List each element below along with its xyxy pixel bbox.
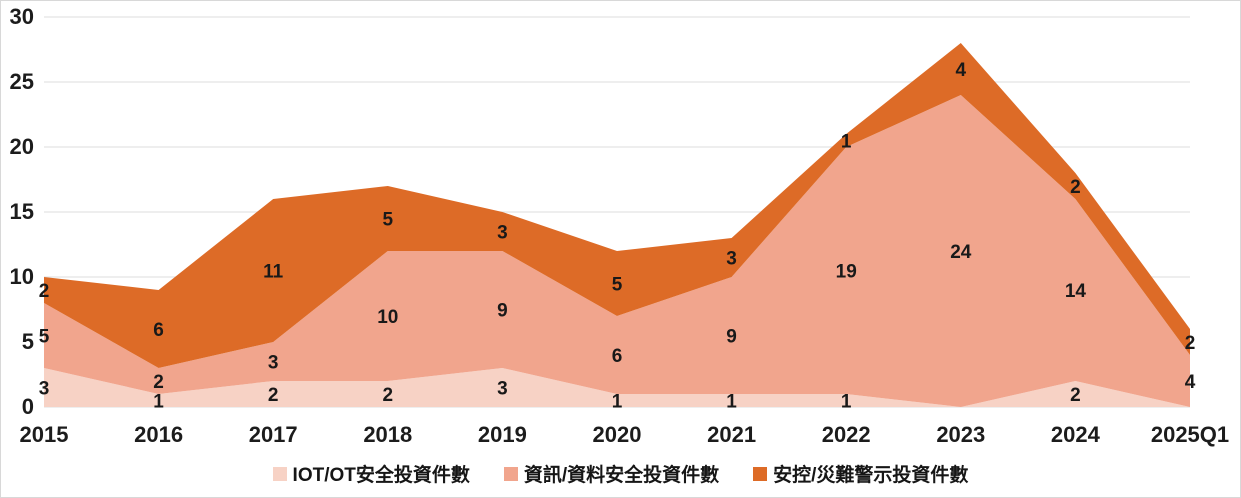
data-label-series-2-2023: 4 <box>956 60 967 81</box>
data-label-series-0-2017: 2 <box>268 385 279 406</box>
area-series-1 <box>44 95 1190 407</box>
legend-label: 安控/災難警示投資件數 <box>773 465 969 486</box>
area-series-2 <box>44 43 1190 368</box>
legend-item-2: 安控/災難警示投資件數 <box>753 460 968 487</box>
x-category-label-2019: 2019 <box>477 422 527 447</box>
data-label-series-0-2016: 1 <box>153 392 164 413</box>
legend-label: IOT/OT安全投資件數 <box>292 465 470 486</box>
y-tick-label-20: 20 <box>9 134 34 159</box>
data-label-series-1-2019: 9 <box>497 301 508 322</box>
y-tick-label-25: 25 <box>9 69 34 94</box>
legend-swatch-icon <box>503 466 518 481</box>
legend-item-0: IOT/OT安全投資件數 <box>272 460 470 487</box>
data-label-series-2-2016: 6 <box>153 320 164 341</box>
y-tick-label-10: 10 <box>9 264 34 289</box>
legend-swatch-icon <box>272 466 287 481</box>
y-tick-label-30: 30 <box>9 4 34 29</box>
legend-label: 資訊/資料安全投資件數 <box>523 465 720 486</box>
x-category-label-2017: 2017 <box>248 422 298 447</box>
data-label-series-0-2018: 2 <box>383 385 394 406</box>
y-tick-label-5: 5 <box>21 329 34 354</box>
data-label-series-0-2024: 2 <box>1070 385 1081 406</box>
x-category-label-2015: 2015 <box>19 422 69 447</box>
data-label-series-1-2018: 10 <box>377 307 398 328</box>
legend: IOT/OT安全投資件數 資訊/資料安全投資件數 安控/災難警示投資件數 <box>1 460 1240 487</box>
legend-swatch-icon <box>753 466 768 481</box>
data-label-series-2-2022: 1 <box>841 132 852 153</box>
x-category-label-2024: 2024 <box>1050 422 1100 447</box>
data-label-series-1-2025Q1: 4 <box>1185 372 1196 393</box>
data-label-series-2-2025Q1: 2 <box>1185 333 1196 354</box>
data-label-series-0-2015: 3 <box>39 379 50 400</box>
x-category-label-2023: 2023 <box>936 422 986 447</box>
x-category-label-2025Q1: 2025Q1 <box>1150 422 1230 447</box>
data-label-series-1-2022: 19 <box>836 262 857 283</box>
x-category-label-2022: 2022 <box>821 422 871 447</box>
y-tick-label-15: 15 <box>9 199 34 224</box>
y-tick-label-0: 0 <box>21 394 34 419</box>
data-label-series-2-2017: 11 <box>263 262 284 283</box>
data-label-series-0-2021: 1 <box>726 392 737 413</box>
data-label-series-1-2015: 5 <box>39 327 50 348</box>
data-label-series-1-2016: 2 <box>153 372 164 393</box>
x-category-label-2021: 2021 <box>707 422 757 447</box>
data-label-series-2-2020: 5 <box>612 275 623 296</box>
data-label-series-1-2020: 6 <box>612 346 623 367</box>
data-label-series-1-2023: 24 <box>950 242 972 263</box>
data-label-series-2-2019: 3 <box>497 223 508 244</box>
data-label-series-2-2015: 2 <box>39 281 50 302</box>
x-category-label-2016: 2016 <box>134 422 184 447</box>
data-label-series-0-2022: 1 <box>841 392 852 413</box>
data-label-series-2-2024: 2 <box>1070 177 1081 198</box>
x-category-label-2018: 2018 <box>363 422 413 447</box>
legend-item-1: 資訊/資料安全投資件數 <box>503 460 720 487</box>
x-category-label-2020: 2020 <box>592 422 642 447</box>
data-label-series-1-2017: 3 <box>268 353 279 374</box>
data-label-series-0-2019: 3 <box>497 379 508 400</box>
data-label-series-1-2024: 14 <box>1065 281 1087 302</box>
data-label-series-1-2021: 9 <box>726 327 737 348</box>
data-label-series-0-2020: 1 <box>612 392 623 413</box>
data-label-series-2-2021: 3 <box>726 249 737 270</box>
area-series-0 <box>44 368 1190 407</box>
data-label-series-2-2018: 5 <box>383 210 394 231</box>
